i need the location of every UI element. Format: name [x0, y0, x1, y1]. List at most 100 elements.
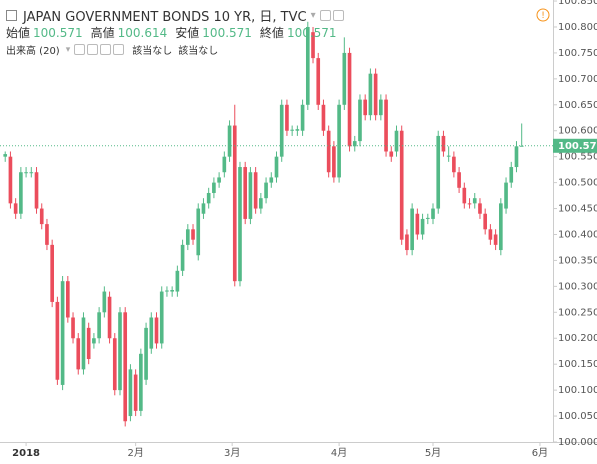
- candle-body: [170, 289, 174, 292]
- candle-body: [107, 296, 112, 339]
- candle-body: [264, 182, 268, 199]
- candle-body: [358, 99, 362, 142]
- candle-body: [462, 187, 467, 204]
- candle-body: [425, 217, 430, 219]
- candle-body: [222, 156, 227, 173]
- candle-body: [311, 32, 315, 59]
- candle-body: [3, 154, 8, 157]
- y-tick-label: 100.750: [558, 48, 597, 59]
- settings-icon[interactable]: [319, 10, 331, 21]
- candle-body: [206, 192, 211, 204]
- candle-body: [92, 338, 96, 344]
- candle-body: [499, 203, 503, 251]
- ohlc-key: 高値: [90, 26, 115, 40]
- candle-body: [285, 104, 289, 131]
- candle-body: [478, 203, 482, 214]
- y-tick-label: 100.050: [558, 411, 597, 422]
- candle-body: [232, 125, 237, 282]
- y-tick-label: 100.400: [558, 229, 597, 240]
- candle-body: [76, 338, 81, 370]
- candle-body: [472, 198, 477, 204]
- candle-body: [363, 99, 368, 116]
- candle-body: [133, 374, 138, 411]
- y-tick-label: 100.150: [558, 359, 597, 370]
- candle-body: [102, 291, 107, 313]
- candle-body: [342, 52, 347, 105]
- candle-body: [514, 146, 519, 168]
- icon[interactable]: [113, 44, 125, 55]
- close-icon[interactable]: [332, 10, 344, 21]
- candle-body: [196, 208, 201, 256]
- volume-value: 該当なし: [178, 46, 219, 57]
- candle-body: [379, 99, 383, 116]
- candle-body: [274, 156, 279, 178]
- y-tick-label: 100.000: [558, 437, 597, 448]
- y-tick-label: 100.300: [558, 281, 597, 292]
- alert-icon[interactable]: [536, 8, 550, 22]
- candle-body: [295, 129, 300, 131]
- candle-body: [305, 26, 310, 105]
- candle-body: [384, 99, 388, 152]
- candle-body: [19, 172, 23, 214]
- candle-body: [34, 172, 39, 209]
- candle-body: [97, 312, 101, 339]
- x-tick-label: 2月: [127, 447, 143, 459]
- candle-body: [112, 338, 117, 391]
- alert-icon-mark: !: [541, 11, 545, 21]
- volume-label: 出来高 (20): [6, 46, 60, 57]
- symbol-title: JAPAN GOVERNMENT BONDS 10 YR, 日, TVC: [23, 10, 307, 25]
- candle-body: [45, 224, 49, 245]
- ohlc-key: 始値: [6, 26, 31, 40]
- candle-body: [217, 177, 221, 183]
- x-tick-label: 5月: [425, 447, 441, 459]
- legend-header: JAPAN GOVERNMENT BONDS 10 YR, 日, TVC ▾ 始値…: [6, 7, 346, 58]
- candle-body: [332, 146, 336, 178]
- candle-body: [504, 182, 508, 209]
- dropdown[interactable]: ▾: [310, 10, 316, 21]
- candle-body: [175, 270, 180, 292]
- icon[interactable]: [74, 44, 86, 55]
- candle-body: [326, 130, 331, 173]
- icon[interactable]: [100, 44, 112, 55]
- candle-body: [39, 208, 44, 225]
- ohlc-value: 100.571: [33, 25, 83, 40]
- candle-body: [269, 177, 274, 183]
- collapse-button[interactable]: [6, 10, 17, 21]
- candle-body: [86, 327, 91, 359]
- last-price-box: [553, 138, 597, 153]
- candle-body: [352, 141, 357, 147]
- ohlc-value: 100.571: [286, 25, 337, 40]
- y-tick-label: 100.200: [558, 333, 597, 344]
- candle-body: [394, 130, 399, 152]
- y-tick-label: 100.650: [558, 100, 597, 111]
- y-tick-label: 100.100: [558, 385, 597, 396]
- last-price-label: 100.571: [558, 141, 597, 152]
- y-tick-label: 100.850: [558, 0, 597, 7]
- candle-body: [389, 151, 394, 157]
- y-tick-label: 100.600: [558, 126, 597, 137]
- y-tick-label: 100.500: [558, 178, 597, 189]
- candle-body: [253, 172, 258, 209]
- icon[interactable]: [87, 44, 99, 55]
- candle-body: [243, 167, 248, 219]
- y-tick-label: 100.800: [558, 22, 597, 33]
- candle-body: [128, 369, 133, 417]
- candle-body: [347, 52, 352, 147]
- y-tick-label: 100.700: [558, 74, 597, 85]
- ohlc-values: 始値 100.571 高値 100.614 安値 100.571 終値 100.571: [6, 24, 346, 41]
- candle-body: [493, 234, 498, 245]
- candle-body: [201, 203, 206, 214]
- candle-body: [185, 229, 190, 245]
- candle-body: [519, 145, 524, 147]
- candle-body: [50, 244, 54, 302]
- y-tick-label: 100.250: [558, 307, 597, 318]
- y-tick-label: 100.450: [558, 204, 597, 215]
- candle-body: [446, 155, 451, 157]
- candle-body: [373, 73, 378, 116]
- candle-body: [149, 317, 154, 349]
- dropdown[interactable]: ▾: [65, 44, 71, 55]
- candle-body: [65, 281, 70, 318]
- candle-body: [452, 156, 456, 173]
- candle-body: [436, 135, 441, 209]
